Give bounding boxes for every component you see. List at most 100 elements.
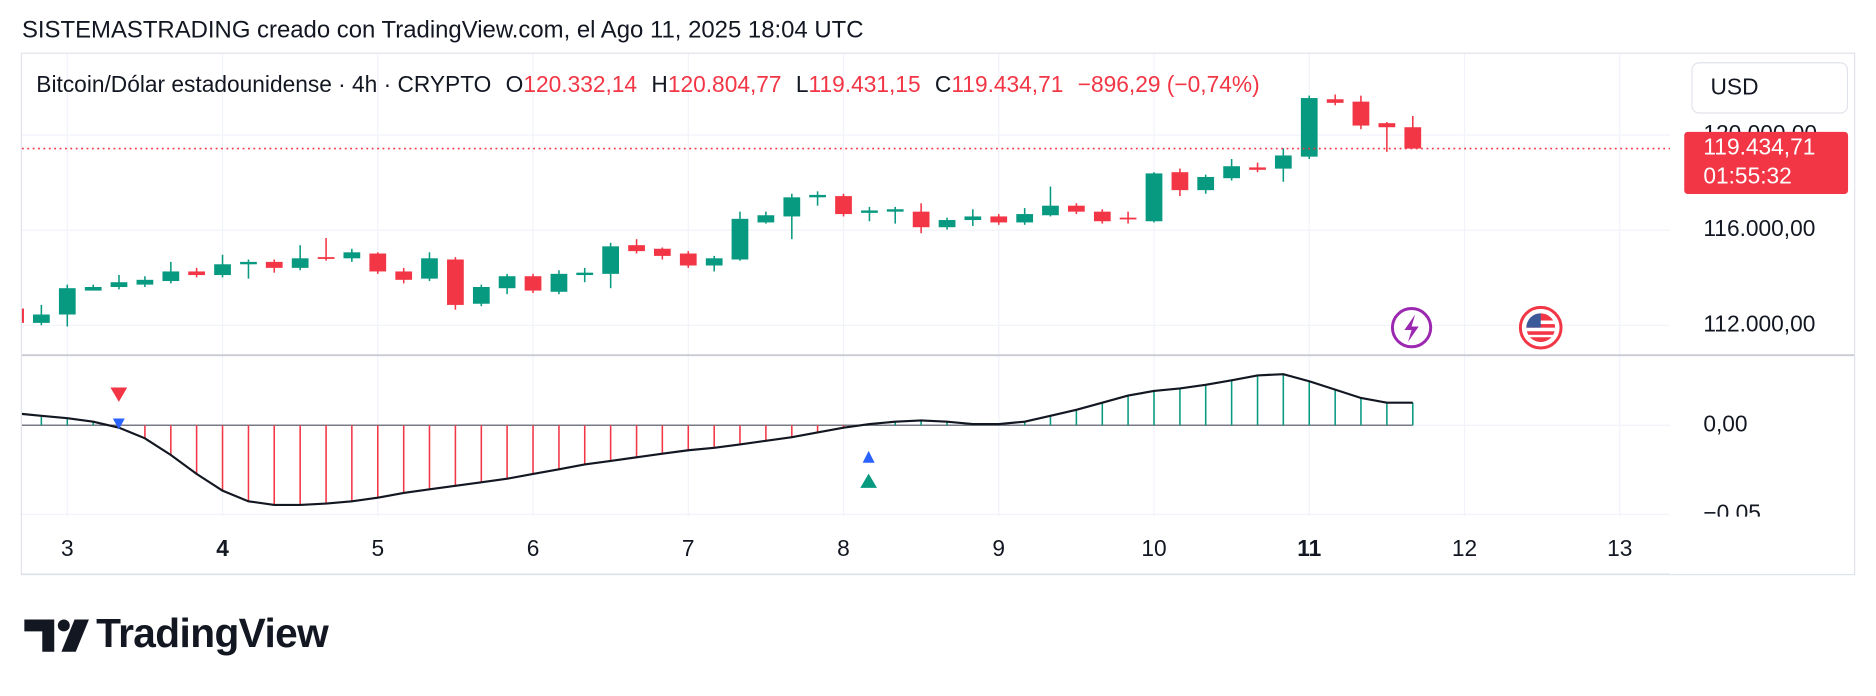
countdown: 01:55:32 bbox=[1703, 162, 1791, 188]
buy-signal bbox=[860, 473, 878, 488]
ohlc-value: 120.804,77 bbox=[668, 71, 782, 97]
candle-body bbox=[162, 271, 180, 282]
x-tick-label: 5 bbox=[371, 535, 384, 561]
candle-body bbox=[912, 211, 930, 228]
candle-body bbox=[1352, 101, 1370, 126]
candle-body bbox=[265, 261, 283, 268]
candle-body bbox=[472, 287, 490, 304]
cross-signal bbox=[112, 418, 125, 430]
candle-body bbox=[1249, 167, 1266, 170]
x-tick-label: 7 bbox=[682, 535, 695, 561]
candle-body bbox=[550, 273, 568, 292]
candle-body bbox=[731, 218, 749, 260]
x-tick-label: 12 bbox=[1452, 535, 1477, 561]
x-tick-label: 11 bbox=[1297, 535, 1321, 561]
last-price-box bbox=[1684, 131, 1849, 195]
candle-body bbox=[1404, 127, 1422, 149]
candle-body bbox=[653, 248, 671, 256]
oscillator-pane bbox=[21, 373, 1414, 506]
cross-signal bbox=[862, 450, 875, 463]
x-tick-label: 3 bbox=[61, 535, 74, 561]
candle-body bbox=[1171, 172, 1189, 191]
candle-body bbox=[783, 197, 801, 217]
price-pane bbox=[21, 94, 1422, 327]
candle-body bbox=[576, 272, 594, 276]
ohlc-key: H bbox=[651, 71, 667, 97]
candle-body bbox=[1378, 123, 1396, 128]
candle-body bbox=[602, 246, 620, 274]
candle-body bbox=[1300, 98, 1318, 157]
candle-body bbox=[524, 276, 542, 291]
x-tick-label: 13 bbox=[1607, 535, 1632, 561]
candle-body bbox=[1197, 176, 1215, 191]
x-tick-label: 8 bbox=[837, 535, 850, 561]
candle-body bbox=[291, 258, 309, 268]
candle-body bbox=[886, 209, 904, 212]
brand-logo bbox=[24, 619, 89, 652]
brand: TradingView bbox=[96, 610, 329, 656]
candle-body bbox=[498, 276, 516, 289]
candle-body bbox=[58, 288, 76, 315]
x-tick-label: 10 bbox=[1141, 535, 1166, 561]
candle-body bbox=[757, 215, 775, 223]
x-tick-label: 4 bbox=[216, 535, 229, 561]
currency[interactable]: USD bbox=[1711, 73, 1759, 99]
candle-body bbox=[705, 258, 723, 266]
us-flag bbox=[1526, 313, 1556, 343]
candle-body bbox=[990, 216, 1008, 223]
oscillator-line bbox=[21, 373, 1413, 506]
x-tick-label: 9 bbox=[992, 535, 1005, 561]
candle-body bbox=[84, 287, 102, 291]
candle-body bbox=[369, 253, 387, 272]
candle-body bbox=[1042, 205, 1059, 216]
ohlc-value: 120.332,14 bbox=[523, 71, 637, 97]
candle-body bbox=[343, 252, 361, 259]
candle-body bbox=[1274, 155, 1292, 169]
candle-body bbox=[1093, 211, 1111, 222]
candle-body bbox=[1223, 166, 1240, 179]
candle-body bbox=[679, 253, 697, 266]
ohlc-value: 119.434,71 bbox=[951, 71, 1063, 97]
candle-body bbox=[21, 308, 24, 323]
sell-signal bbox=[110, 387, 128, 402]
candle-body bbox=[938, 220, 956, 228]
candle-body bbox=[214, 264, 231, 276]
candle-body bbox=[32, 314, 50, 323]
candle-body bbox=[861, 210, 878, 213]
y-tick-label: −0,05 bbox=[1703, 499, 1761, 525]
candle-body bbox=[317, 257, 335, 259]
last-price-label: 119.434,71 bbox=[1703, 134, 1815, 160]
candle-body bbox=[240, 261, 257, 265]
symbol: Bitcoin/Dólar estadounidense · 4h · CRYP… bbox=[36, 71, 491, 97]
y-tick-label: 0,00 bbox=[1703, 410, 1747, 436]
candle-body bbox=[1068, 205, 1085, 212]
lightning-icon bbox=[1404, 314, 1419, 343]
candle-body bbox=[110, 282, 128, 288]
candle-body bbox=[1119, 217, 1137, 220]
y-tick-label: 116.000,00 bbox=[1703, 215, 1815, 241]
candle-body bbox=[447, 259, 464, 305]
candle-body bbox=[136, 279, 154, 285]
attribution: SISTEMASTRADING creado con TradingView.c… bbox=[22, 16, 864, 43]
oscillator-axis: −0,05 0,00 bbox=[1703, 410, 1761, 525]
candle-body bbox=[964, 216, 982, 221]
price-change: −896,29 (−0,74%) bbox=[1078, 71, 1260, 97]
y-tick-label: 112.000,00 bbox=[1703, 310, 1815, 336]
candle-body bbox=[835, 196, 852, 215]
candle-body bbox=[188, 271, 205, 276]
candle-body bbox=[628, 245, 645, 252]
symbol-line: Bitcoin/Dólar estadounidense · 4h · CRYP… bbox=[36, 71, 1259, 97]
ohlc-key: C bbox=[935, 71, 951, 97]
ohlc-key: L bbox=[796, 71, 809, 97]
candle-body bbox=[1326, 99, 1344, 103]
candle-body bbox=[1016, 214, 1034, 223]
candle-body bbox=[395, 271, 413, 280]
candle-body bbox=[809, 194, 826, 198]
currency-button[interactable] bbox=[1691, 62, 1849, 114]
ohlc-key: O bbox=[506, 71, 524, 97]
ohlc-value: 119.431,15 bbox=[809, 71, 921, 97]
candle-body bbox=[421, 258, 438, 279]
candle-body bbox=[1145, 173, 1163, 222]
